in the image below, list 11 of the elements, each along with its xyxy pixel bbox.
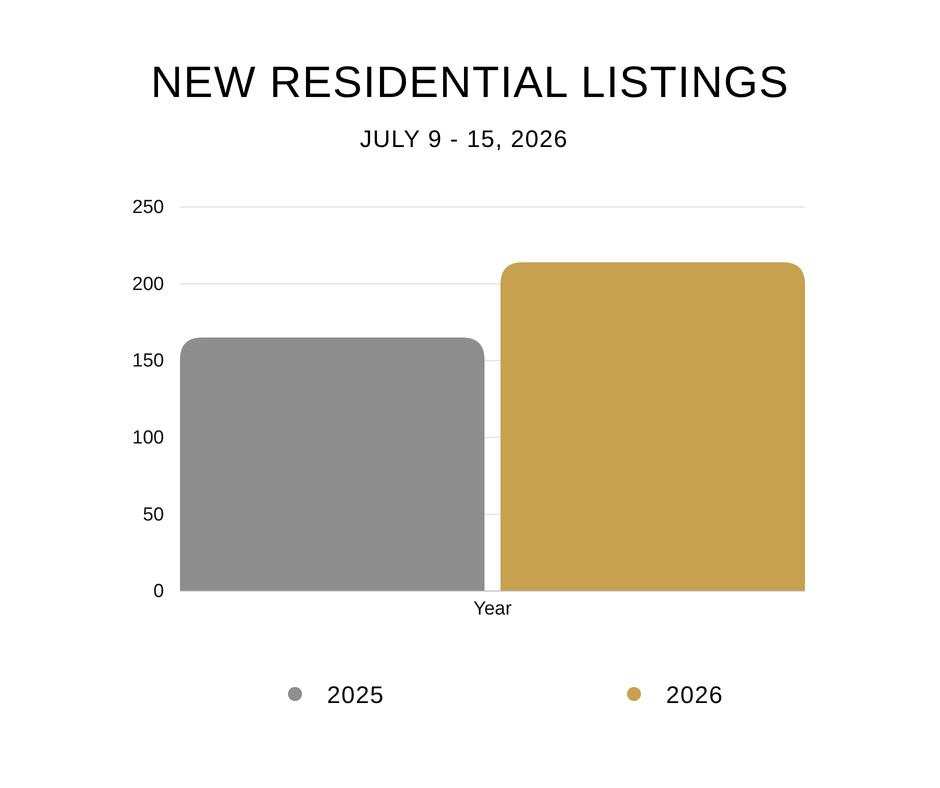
- chart-subtitle: JULY 9 - 15, 2026: [360, 126, 568, 153]
- y-tick-label: 100: [132, 427, 164, 448]
- legend-label: 2026: [666, 682, 724, 709]
- x-tick-label: Year: [473, 598, 512, 620]
- y-tick-label: 250: [132, 197, 164, 218]
- y-tick-label: 200: [132, 274, 164, 295]
- y-tick-label: 50: [142, 504, 164, 526]
- y-tick-label: 150: [132, 350, 164, 372]
- chart-title: NEW RESIDENTIAL LISTINGS: [150, 58, 790, 107]
- legend-label: 2025: [327, 682, 384, 709]
- y-tick-label: 0: [153, 581, 164, 602]
